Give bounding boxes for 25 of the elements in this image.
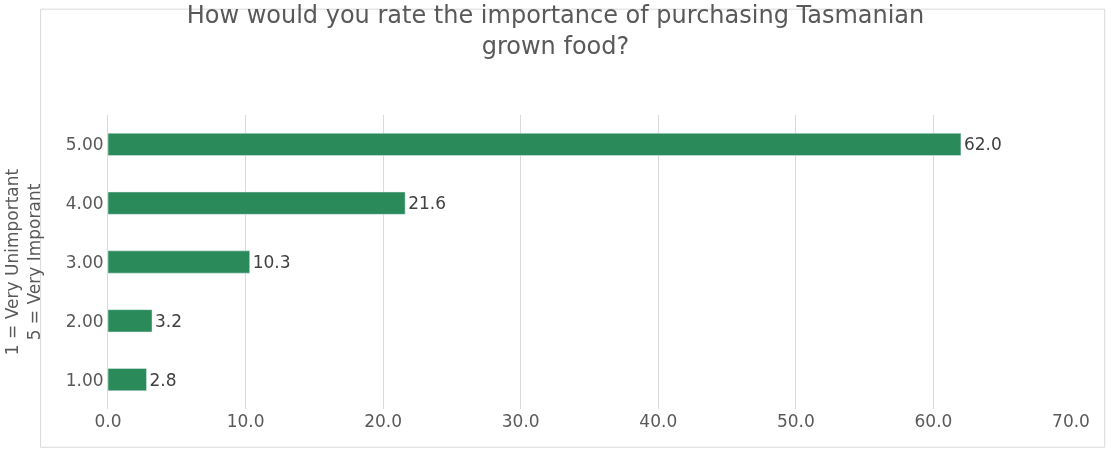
- x-tick-label: 60.0: [914, 411, 953, 431]
- x-tick-label: 50.0: [776, 411, 815, 431]
- y-tick-label: 1.00: [65, 369, 104, 390]
- data-label: 2.8: [149, 369, 177, 390]
- bar: [108, 132, 962, 156]
- data-label: 10.3: [252, 252, 291, 272]
- y-axis-title: 1 = Very Unimportant 5 = Very Imporant: [2, 168, 45, 356]
- data-label: 62.0: [963, 134, 1002, 155]
- data-label: 3.2: [155, 310, 183, 331]
- bar: [108, 309, 153, 333]
- x-tick-label: 40.0: [639, 411, 678, 431]
- bar: [108, 191, 406, 215]
- y-tick-label: 4.00: [65, 193, 104, 214]
- chart-title: How would you rate the importance of purchasing Tasmanian grown food?: [186, 0, 925, 61]
- x-tick-label: 30.0: [501, 411, 540, 431]
- x-tick-label: 20.0: [364, 411, 403, 431]
- x-tick-label: 70.0: [1052, 411, 1090, 431]
- bar: [108, 368, 147, 392]
- y-tick-label: 2.00: [65, 310, 104, 331]
- x-tick-label: 10.0: [226, 411, 265, 431]
- y-tick-label: 5.00: [65, 134, 104, 155]
- bar: [108, 250, 250, 274]
- data-label: 21.6: [408, 193, 447, 214]
- y-tick-label: 3.00: [65, 251, 104, 272]
- x-tick-label: 0.0: [94, 411, 122, 431]
